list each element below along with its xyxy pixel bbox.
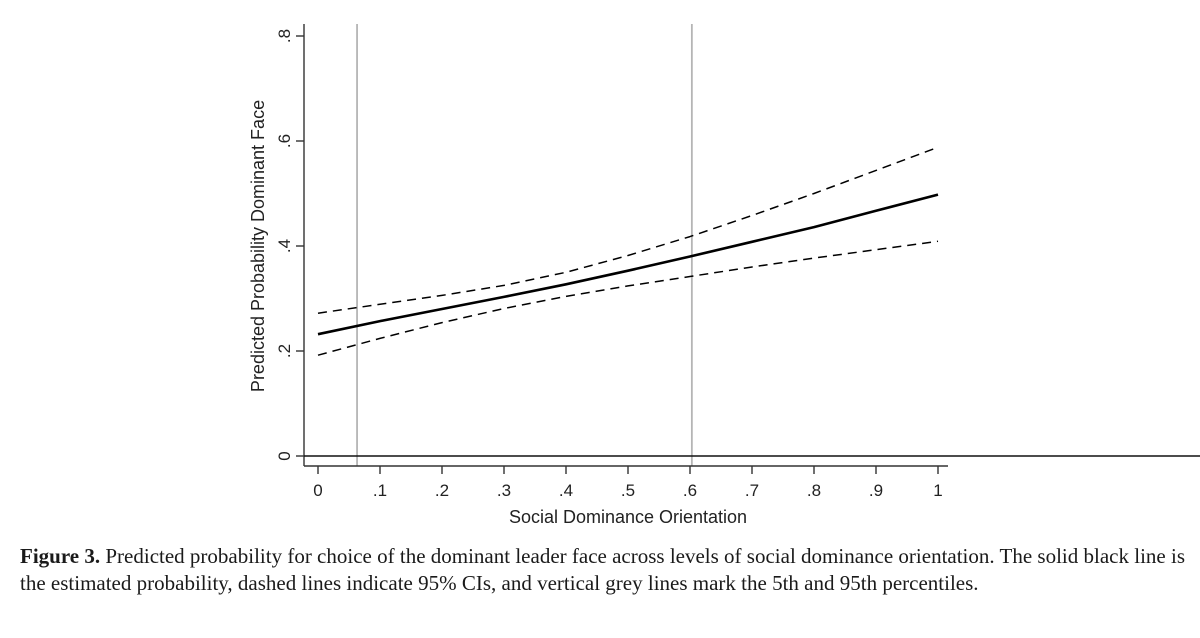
upper-ci-line	[317, 146, 939, 314]
chart: 0 .1 .2 .3 .4 .5 .6 .7 .8 .9 1 0 .2 .4 .6 .8 Social Do…	[248, 24, 1200, 527]
y-tick-label: .2	[275, 344, 294, 358]
estimate-line	[317, 193, 939, 336]
x-tick-label: 1	[933, 481, 942, 500]
x-tick-label: .2	[435, 481, 449, 500]
figure-label: Figure 3.	[20, 544, 101, 568]
caption-text: Predicted probability for choice of the …	[20, 544, 1185, 595]
x-tick-label: .1	[373, 481, 387, 500]
series-lines	[317, 146, 939, 356]
y-tick-label: .8	[275, 29, 294, 43]
axes	[303, 24, 1200, 467]
y-tick-label: .6	[275, 134, 294, 148]
x-tick-label: .4	[559, 481, 573, 500]
y-axis-title: Predicted Probability Dominant Face	[248, 100, 268, 392]
x-tick-label: .8	[807, 481, 821, 500]
x-axis-ticks: 0 .1 .2 .3 .4 .5 .6 .7 .8 .9 1	[313, 466, 943, 500]
x-tick-label: .5	[621, 481, 635, 500]
x-tick-label: .6	[683, 481, 697, 500]
x-tick-label: .9	[869, 481, 883, 500]
y-axis-ticks: 0 .2 .4 .6 .8	[275, 29, 304, 461]
lower-ci-line	[317, 240, 939, 356]
y-tick-label: .4	[275, 239, 294, 253]
x-tick-label: .3	[497, 481, 511, 500]
y-tick-label: 0	[275, 451, 294, 460]
x-tick-label: 0	[313, 481, 322, 500]
x-axis-title: Social Dominance Orientation	[509, 507, 747, 527]
reference-lines	[356, 24, 693, 466]
x-tick-label: .7	[745, 481, 759, 500]
figure-caption: Figure 3. Predicted probability for choi…	[20, 543, 1185, 597]
